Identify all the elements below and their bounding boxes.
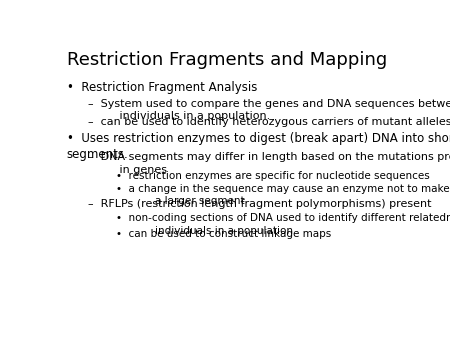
Text: –  DNA segments may differ in length based on the mutations present
         in : – DNA segments may differ in length base…: [88, 152, 450, 175]
Text: •  Restriction Fragment Analysis: • Restriction Fragment Analysis: [67, 81, 257, 94]
Text: •  Uses restriction enzymes to digest (break apart) DNA into shorter
segments.: • Uses restriction enzymes to digest (br…: [67, 132, 450, 161]
Text: •  non-coding sections of DNA used to identify different relatedness of
        : • non-coding sections of DNA used to ide…: [116, 213, 450, 236]
Text: •  a change in the sequence may cause an enzyme not to make a cut resulting in
 : • a change in the sequence may cause an …: [116, 184, 450, 206]
Text: –  can be used to identify heterozygous carriers of mutant alleles: – can be used to identify heterozygous c…: [88, 117, 450, 127]
Text: •  can be used to construct linkage maps: • can be used to construct linkage maps: [116, 229, 331, 239]
Text: –  RFLPs (restriction length fragment polymorphisms) present: – RFLPs (restriction length fragment pol…: [88, 199, 431, 209]
Text: Restriction Fragments and Mapping: Restriction Fragments and Mapping: [67, 51, 387, 69]
Text: •  restriction enzymes are specific for nucleotide sequences: • restriction enzymes are specific for n…: [116, 171, 429, 181]
Text: –  System used to compare the genes and DNA sequences between
         individua: – System used to compare the genes and D…: [88, 99, 450, 121]
